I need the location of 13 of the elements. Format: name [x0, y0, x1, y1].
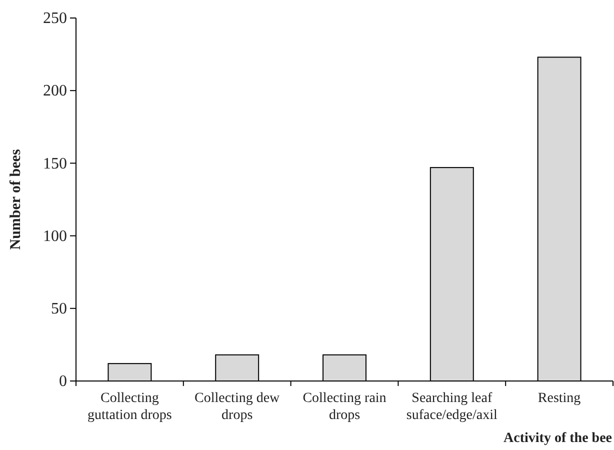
- y-tick-label: 50: [51, 300, 67, 318]
- y-tick-label: 150: [43, 155, 67, 172]
- y-tick-label: 250: [43, 10, 67, 28]
- x-tick-label: Collecting dew drops: [194, 391, 281, 423]
- y-tick-label: 100: [43, 228, 67, 245]
- x-tick-label: Collecting guttation drops: [88, 391, 172, 423]
- y-axis-title: Number of bees: [8, 149, 24, 250]
- x-tick-label: Collecting rain drops: [302, 391, 386, 423]
- y-tick-label: 0: [59, 373, 67, 390]
- x-tick-label: Resting: [538, 391, 581, 406]
- x-tick-label: Searching leaf suface/edge/axil: [406, 391, 498, 423]
- x-axis-title: Activity of the bee: [504, 431, 612, 446]
- y-tick-label: 200: [43, 82, 67, 100]
